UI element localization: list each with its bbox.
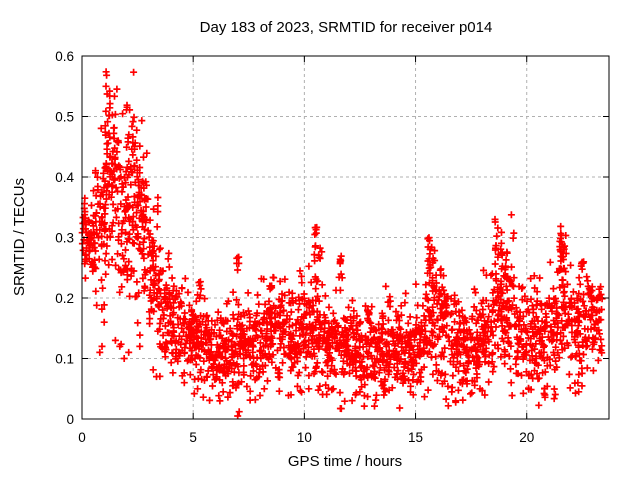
y-tick-label: 0.2 — [55, 291, 74, 306]
y-tick-label: 0.3 — [55, 231, 74, 246]
data-points — [78, 68, 606, 420]
y-axis-label: SRMTID / TECUs — [11, 178, 28, 296]
y-tick-label: 0.6 — [55, 49, 74, 64]
tick-labels: 0 5 10 15 20 0 0.1 0.2 0.3 0.4 0.5 0.6 — [55, 49, 534, 445]
y-tick-label: 0 — [66, 412, 74, 427]
x-tick-label: 15 — [408, 430, 423, 445]
x-tick-label: 0 — [78, 430, 86, 445]
y-tick-label: 0.4 — [55, 170, 74, 185]
x-tick-label: 10 — [297, 430, 312, 445]
y-tick-label: 0.5 — [55, 110, 74, 125]
x-tick-label: 20 — [519, 430, 534, 445]
scatter-markers — [78, 68, 606, 420]
grid-lines — [82, 56, 609, 419]
chart-title: Day 183 of 2023, SRMTID for receiver p01… — [200, 19, 493, 36]
x-tick-label: 5 — [189, 430, 197, 445]
y-tick-label: 0.1 — [55, 352, 74, 367]
x-axis-label: GPS time / hours — [288, 453, 402, 470]
axis-ticks — [81, 55, 609, 420]
